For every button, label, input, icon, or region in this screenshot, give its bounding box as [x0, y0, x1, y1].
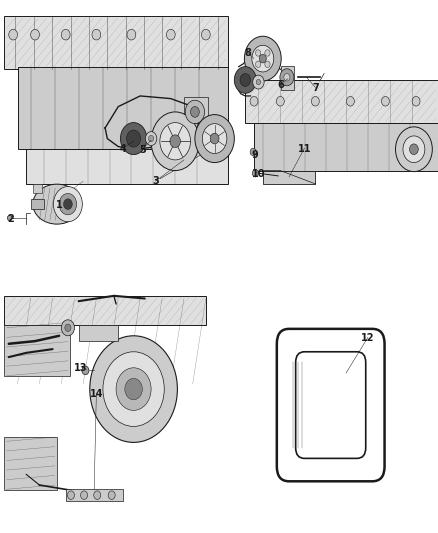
Text: 6: 6 — [277, 80, 284, 90]
Circle shape — [250, 96, 258, 106]
Circle shape — [412, 96, 420, 106]
Circle shape — [284, 74, 290, 81]
Circle shape — [64, 199, 72, 209]
Bar — [245, 80, 438, 123]
Circle shape — [255, 61, 261, 68]
Bar — [66, 489, 123, 501]
Circle shape — [61, 320, 74, 336]
Circle shape — [252, 45, 274, 72]
Bar — [281, 66, 294, 90]
Circle shape — [256, 79, 261, 85]
Circle shape — [90, 336, 177, 442]
Circle shape — [191, 107, 199, 117]
Bar — [263, 171, 315, 184]
Bar — [79, 325, 118, 341]
Bar — [184, 97, 208, 123]
Text: 5: 5 — [139, 146, 146, 155]
Circle shape — [195, 115, 234, 163]
Circle shape — [202, 124, 227, 154]
Circle shape — [31, 29, 39, 40]
Circle shape — [145, 132, 157, 146]
Circle shape — [185, 100, 205, 124]
Text: 9: 9 — [251, 150, 258, 159]
Bar — [4, 296, 206, 325]
Circle shape — [7, 215, 12, 221]
Circle shape — [170, 135, 180, 148]
Circle shape — [81, 491, 88, 499]
Text: 12: 12 — [361, 334, 374, 343]
Text: 11: 11 — [298, 144, 311, 154]
Text: 3: 3 — [152, 176, 159, 186]
Circle shape — [120, 123, 147, 155]
Circle shape — [403, 136, 425, 163]
Text: 10: 10 — [252, 169, 265, 179]
Circle shape — [59, 193, 77, 215]
Circle shape — [265, 50, 270, 56]
Text: 7: 7 — [312, 83, 319, 93]
Circle shape — [210, 133, 219, 144]
Text: 1: 1 — [56, 200, 63, 210]
Circle shape — [381, 96, 389, 106]
Bar — [18, 67, 228, 149]
Text: 4: 4 — [119, 144, 126, 154]
Circle shape — [253, 75, 264, 89]
Circle shape — [9, 29, 18, 40]
Circle shape — [160, 123, 191, 160]
Circle shape — [250, 148, 256, 156]
Circle shape — [240, 74, 251, 86]
Circle shape — [125, 378, 142, 400]
Circle shape — [94, 491, 101, 499]
Text: 13: 13 — [74, 363, 88, 373]
Circle shape — [127, 130, 141, 147]
Circle shape — [234, 67, 256, 93]
Bar — [4, 437, 57, 490]
Circle shape — [201, 29, 210, 40]
Circle shape — [166, 29, 175, 40]
Circle shape — [103, 352, 164, 426]
Bar — [254, 123, 438, 171]
Bar — [33, 184, 42, 193]
Text: 14: 14 — [90, 390, 103, 399]
FancyBboxPatch shape — [296, 352, 366, 458]
Circle shape — [65, 324, 71, 332]
Circle shape — [311, 96, 319, 106]
Circle shape — [61, 29, 70, 40]
Circle shape — [280, 69, 294, 86]
Circle shape — [255, 50, 261, 56]
Circle shape — [108, 491, 115, 499]
Circle shape — [148, 135, 154, 142]
Circle shape — [116, 368, 151, 410]
Ellipse shape — [33, 184, 81, 224]
Circle shape — [127, 29, 136, 40]
Bar — [31, 199, 44, 209]
Circle shape — [82, 366, 89, 375]
Bar — [26, 149, 228, 184]
Text: 8: 8 — [244, 49, 251, 58]
Circle shape — [346, 96, 354, 106]
Circle shape — [410, 144, 418, 155]
Circle shape — [259, 54, 266, 63]
Circle shape — [265, 61, 270, 68]
Bar — [4, 16, 228, 69]
Circle shape — [151, 112, 199, 171]
Circle shape — [244, 36, 281, 81]
Circle shape — [92, 29, 101, 40]
Circle shape — [396, 127, 432, 172]
Circle shape — [67, 491, 74, 499]
Circle shape — [252, 169, 258, 177]
Text: 2: 2 — [7, 214, 14, 223]
Circle shape — [276, 96, 284, 106]
Circle shape — [53, 187, 82, 222]
Bar — [4, 325, 70, 376]
